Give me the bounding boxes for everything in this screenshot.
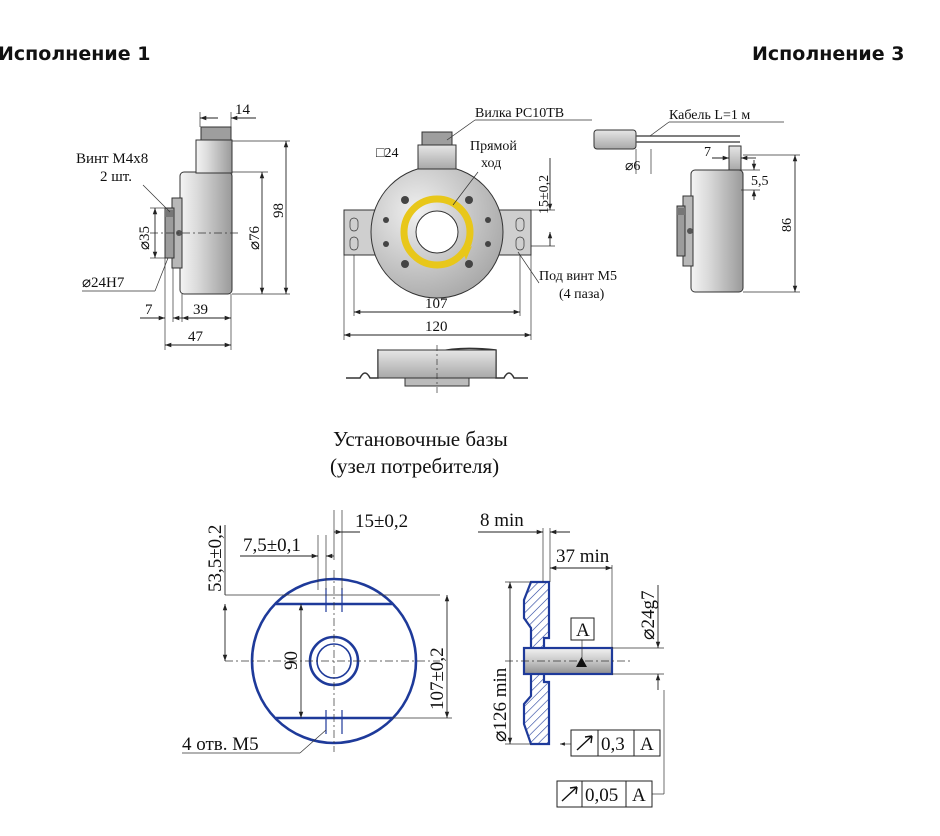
- dim-15: 15±0,2: [537, 175, 552, 214]
- dim-53-5: 53,5±0,2: [205, 525, 226, 592]
- screw-icon: [401, 260, 409, 268]
- dim-15-b: 15±0,2: [355, 511, 408, 532]
- connector: [195, 139, 233, 174]
- dim-86: 86: [780, 218, 795, 232]
- label-direct-2: ход: [481, 156, 501, 171]
- connector-cap: [200, 126, 232, 142]
- datum-a: A: [576, 620, 590, 641]
- dim-39: 39: [193, 302, 208, 318]
- encoder-body-3: [690, 169, 744, 293]
- plug-body: [417, 144, 457, 170]
- label-plug: Вилка PC10TB: [475, 106, 564, 121]
- runout-icon: [576, 735, 593, 751]
- tol-2-datum: A: [632, 785, 646, 806]
- screw-icon: [465, 260, 473, 268]
- tol-1-datum: A: [640, 734, 654, 755]
- label-direct: Прямой: [470, 139, 517, 154]
- dim-d35: ⌀35: [137, 226, 153, 250]
- label-slot-2: (4 паза): [559, 287, 605, 302]
- screw-icon: [465, 196, 473, 204]
- bases-title: Установочные базы: [333, 427, 508, 451]
- tol-2-value: 0,05: [585, 785, 618, 806]
- base-front-view: 53,5±0,2 7,5±0,1 15±0,2 90 107±0,2 4 отв…: [182, 510, 452, 755]
- dim-98: 98: [271, 203, 287, 218]
- screw-head: [165, 210, 173, 217]
- dim-14: 14: [235, 102, 251, 118]
- variant3-side-view: Кабель L=1 м ⌀6 7 5,5 86: [593, 108, 800, 293]
- bases-subtitle: (узел потребителя): [330, 454, 499, 478]
- dim-d76: ⌀76: [247, 225, 263, 250]
- dim-107: 107: [425, 296, 448, 312]
- tol-1-value: 0,3: [601, 734, 625, 755]
- bracket-bottom-view: [346, 345, 528, 395]
- label-screw-qty: 2 шт.: [100, 169, 132, 185]
- header-variant-3: Исполнение 3: [752, 43, 904, 65]
- dim-5-5: 5,5: [751, 174, 769, 189]
- variant1-side-view: 14 98 ⌀76 ⌀35 Винт М4х8 2 шт. ⌀24H7 7 39…: [76, 102, 290, 350]
- header-variant-1: Исполнение 1: [0, 43, 150, 65]
- screw-icon: [383, 217, 389, 223]
- screw-icon: [485, 241, 491, 247]
- dim-90: 90: [281, 651, 302, 670]
- direction-arrow-ring: [400, 195, 474, 269]
- dim-8min: 8 min: [480, 510, 524, 531]
- runout-box-1: [570, 729, 599, 757]
- screw-icon: [485, 217, 491, 223]
- dim-7a: 7: [145, 302, 153, 318]
- dim-d6: ⌀6: [625, 159, 640, 174]
- dim-d24g7: ⌀24g7: [638, 591, 659, 640]
- runout-icon: [561, 786, 578, 802]
- dim-7b: 7: [704, 145, 711, 160]
- dim-7-5: 7,5±0,1: [243, 535, 301, 556]
- label-cable: Кабель L=1 м: [669, 108, 750, 123]
- dim-120: 120: [425, 319, 448, 335]
- front-view: Вилка PC10TB □24 Прямой ход 15±0,2 Под в…: [343, 106, 617, 340]
- screw-icon: [401, 196, 409, 204]
- label-holes: 4 отв. М5: [182, 734, 259, 755]
- base-section-view: A 8 min 37 min ⌀24g7 ⌀126 min 0,3 A 0: [478, 510, 665, 808]
- hollow-shaft: [415, 210, 459, 254]
- datum-triangle: [576, 657, 587, 667]
- dim-37min: 37 min: [556, 546, 610, 567]
- label-slot: Под винт М5: [539, 269, 617, 284]
- dim-d24h7: ⌀24H7: [82, 275, 125, 291]
- cable-gland: [593, 129, 637, 150]
- dim-47: 47: [188, 329, 204, 345]
- plug-cap: [421, 131, 453, 147]
- label-screw: Винт М4х8: [76, 151, 148, 167]
- dim-d126min: ⌀126 min: [490, 667, 511, 742]
- dim-107-b: 107±0,2: [427, 647, 448, 710]
- screw-icon: [383, 241, 389, 247]
- dim-sq24: □24: [376, 146, 398, 161]
